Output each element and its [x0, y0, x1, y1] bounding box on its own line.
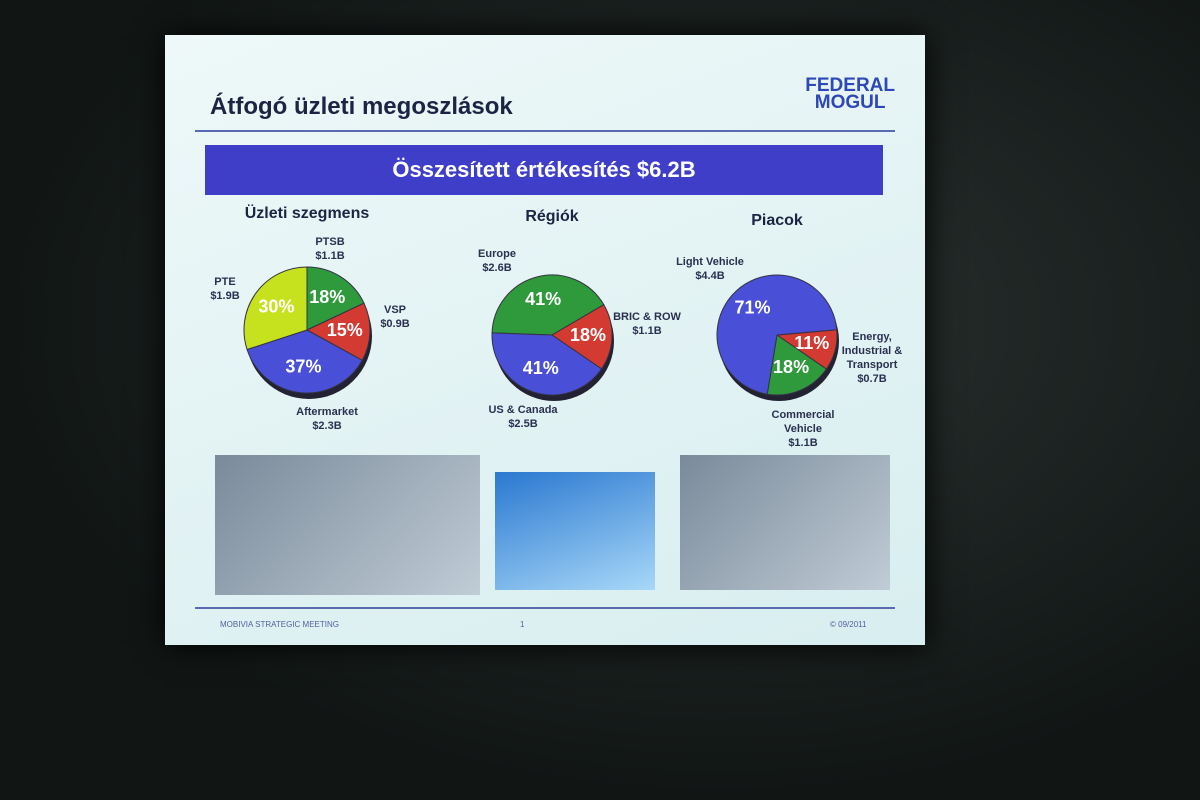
pie-slice [551, 303, 613, 370]
rule [195, 130, 895, 132]
pie-slice [305, 302, 371, 362]
banner: Összesített értékesítés $6.2B [205, 145, 883, 195]
category-amount: $2.3B [312, 420, 342, 432]
category-name: PTSB [315, 236, 345, 248]
logo-line: MOGUL [814, 92, 886, 113]
footer-left: MOBIVIA STRATEGIC MEETING [220, 620, 339, 629]
footer-right: © 09/2011 [830, 620, 867, 629]
category-label: Light Vehicle $4.4B [670, 255, 750, 283]
category-label: Commercial Vehicle $1.1B [763, 408, 843, 450]
slide-title: Átfogó üzleti megoszlások [210, 93, 513, 120]
page-number: 1 [520, 620, 525, 629]
category-name: Energy, Industrial & Transport [841, 331, 903, 371]
globe-image [495, 472, 655, 590]
category-name: Light Vehicle [676, 256, 744, 268]
category-name: US & Canada [488, 404, 558, 416]
category-label: PTE $1.9B [185, 275, 265, 303]
vehicle-image [680, 455, 890, 590]
category-label: US & Canada $2.5B [483, 403, 563, 431]
category-name: VSP [383, 304, 406, 316]
pie-slice [716, 274, 838, 395]
category-name: Commercial Vehicle [771, 409, 835, 435]
slice-label: 41% [525, 289, 561, 309]
pie-slice [243, 266, 308, 351]
category-name: Aftermarket [296, 406, 358, 418]
rule [195, 607, 895, 609]
slice-label: 71% [735, 297, 771, 317]
category-label: PTSB $1.1B [290, 235, 370, 263]
pie-slice [491, 274, 605, 336]
slice-label: 18% [773, 357, 809, 377]
logo-line: FEDERAL [805, 75, 895, 96]
category-amount: $1.1B [315, 250, 345, 262]
slice-label: 15% [327, 320, 363, 340]
category-amount: $4.4B [695, 270, 725, 282]
pie-slice [246, 329, 363, 394]
chart-title: Régiók [525, 208, 579, 225]
category-label: Energy, Industrial & Transport $0.7B [832, 330, 912, 386]
pie-slice [491, 332, 603, 396]
category-amount: $1.9B [210, 290, 240, 302]
product-image [215, 455, 480, 595]
category-name: PTE [214, 276, 236, 288]
category-label: VSP $0.9B [355, 303, 435, 331]
category-amount: $0.9B [380, 318, 410, 330]
category-label: BRIC & ROW $1.1B [607, 310, 687, 338]
pie-slice [766, 334, 828, 396]
category-amount: $2.6B [482, 262, 512, 274]
category-amount: $1.1B [788, 437, 818, 449]
pie-slice [306, 266, 365, 331]
category-label: Aftermarket $2.3B [287, 405, 367, 433]
slice-label: 37% [285, 356, 321, 376]
chart-title: Üzleti szegmens [244, 205, 370, 222]
slice-label: 18% [570, 325, 606, 345]
charts: 18% 15% 37% 30% 41% 18% 41% 11% 18% 71% [243, 266, 839, 401]
category-amount: $0.7B [857, 373, 887, 385]
chart-title: Piacok [751, 212, 803, 229]
slide: Átfogó üzleti megoszlások FEDERAL MOGUL Ö… [165, 35, 925, 645]
category-name: Europe [478, 248, 516, 260]
category-label: Europe $2.6B [457, 247, 537, 275]
slice-label: 18% [309, 287, 345, 307]
slice-label: 11% [794, 333, 829, 353]
category-amount: $2.5B [508, 418, 538, 430]
category-amount: $1.1B [632, 325, 662, 337]
logo: FEDERAL MOGUL [805, 75, 895, 113]
slice-label: 30% [258, 297, 294, 317]
category-name: BRIC & ROW [613, 311, 681, 323]
slice-label: 41% [523, 358, 559, 378]
